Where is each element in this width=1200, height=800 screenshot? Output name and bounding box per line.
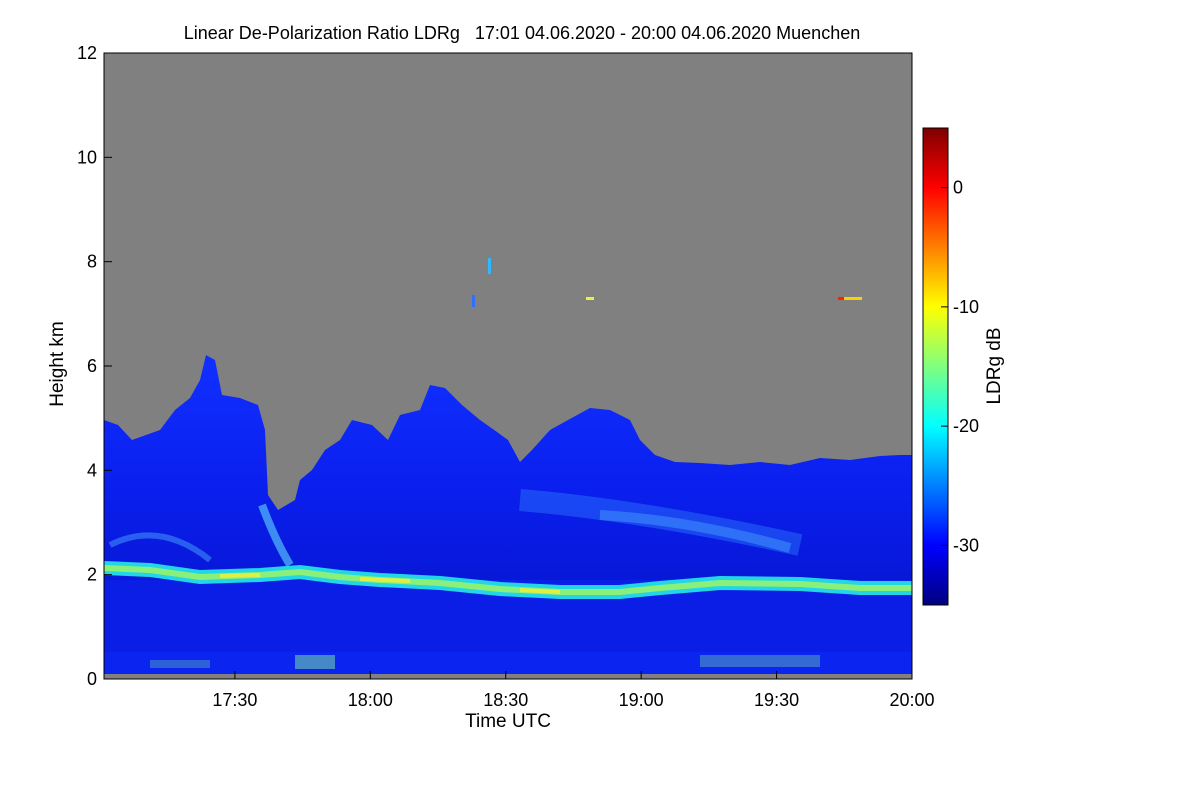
x-axis-ticks: 17:30 18:00 18:30 19:00 19:30 20:00 — [212, 671, 935, 710]
x-tick-label-1: 18:00 — [348, 690, 393, 710]
cloud-region — [104, 355, 912, 580]
plot-area — [103, 52, 913, 680]
x-tick-label-0: 17:30 — [212, 690, 257, 710]
fall-streak-2 — [258, 503, 294, 568]
x-tick-label-4: 19:30 — [754, 690, 799, 710]
colorbar-tick-label-2: -20 — [953, 416, 979, 436]
y-tick-label-6: 12 — [77, 43, 97, 63]
y-tick-label-5: 10 — [77, 147, 97, 167]
fall-streak-3 — [519, 489, 803, 556]
x-axis-label: Time UTC — [465, 711, 551, 732]
x-tick-label-3: 19:00 — [619, 690, 664, 710]
bl-band-core — [219, 573, 561, 594]
y-axis-label: Height km — [47, 321, 68, 407]
colorbar-gradient — [922, 127, 949, 606]
x-tick-label-2: 18:30 — [483, 690, 528, 710]
fall-streak-1 — [108, 532, 212, 563]
x-tick-label-5: 20:00 — [889, 690, 934, 710]
chart-title: Linear De-Polarization Ratio LDRg 17:01 … — [184, 23, 860, 43]
y-tick-label-3: 6 — [87, 356, 97, 376]
speckle-yellow — [586, 297, 594, 300]
colorbar-label: LDRg dB — [984, 327, 1005, 404]
colorbar-tick-label-0: 0 — [953, 178, 963, 198]
high-return-7km — [838, 297, 862, 300]
speckle-8km — [488, 258, 491, 274]
speckle-7km — [472, 295, 475, 307]
colorbar: 0 -10 -20 -30 LDRg dB — [922, 127, 1005, 606]
colorbar-ticks: 0 -10 -20 -30 — [941, 178, 979, 555]
fall-streak-4 — [599, 510, 792, 553]
y-tick-label-4: 8 — [87, 252, 97, 272]
colorbar-tick-label-1: -10 — [953, 297, 979, 317]
y-tick-label-1: 2 — [87, 565, 97, 585]
surface-speckles — [150, 655, 820, 669]
high-return-7km-red — [838, 297, 844, 300]
y-axis-ticks: 0 2 4 6 8 10 12 — [77, 43, 112, 689]
y-tick-label-0: 0 — [87, 669, 97, 689]
colorbar-tick-label-3: -30 — [953, 535, 979, 555]
y-tick-label-2: 4 — [87, 460, 97, 480]
